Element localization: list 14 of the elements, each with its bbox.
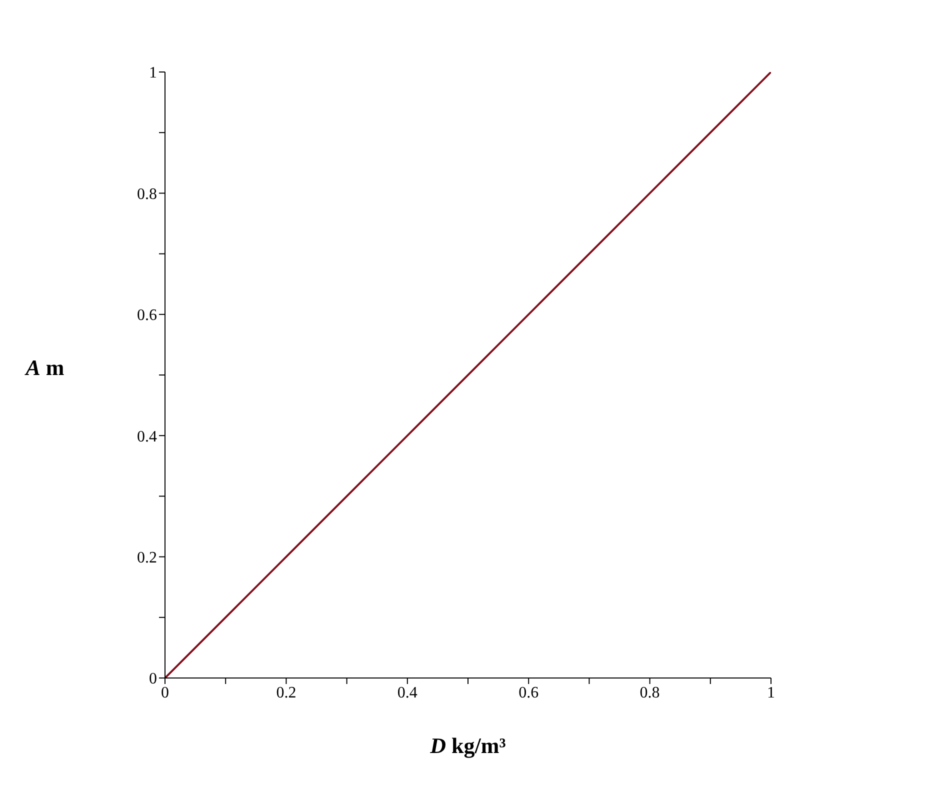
y-tick-label: 0.8 [137, 186, 157, 203]
y-tick-label: 0.4 [137, 428, 157, 446]
x-tick-label: 1 [767, 684, 775, 702]
x-tick-label: 0.8 [640, 684, 660, 702]
y-tick-label: 1 [149, 64, 157, 82]
x-tick-label: 0.4 [397, 684, 418, 702]
x-axis-title: D kg/m³ [429, 733, 506, 758]
y-tick-label: 0.6 [137, 307, 157, 324]
x-tick-label: 0.6 [518, 684, 539, 702]
y-axis-title: A m [24, 355, 64, 380]
y-tick-label: 0.2 [137, 549, 157, 566]
y-tick-label: 0 [149, 670, 157, 688]
x-tick-label: 0 [161, 684, 169, 702]
x-tick-label: 0.2 [276, 684, 296, 702]
